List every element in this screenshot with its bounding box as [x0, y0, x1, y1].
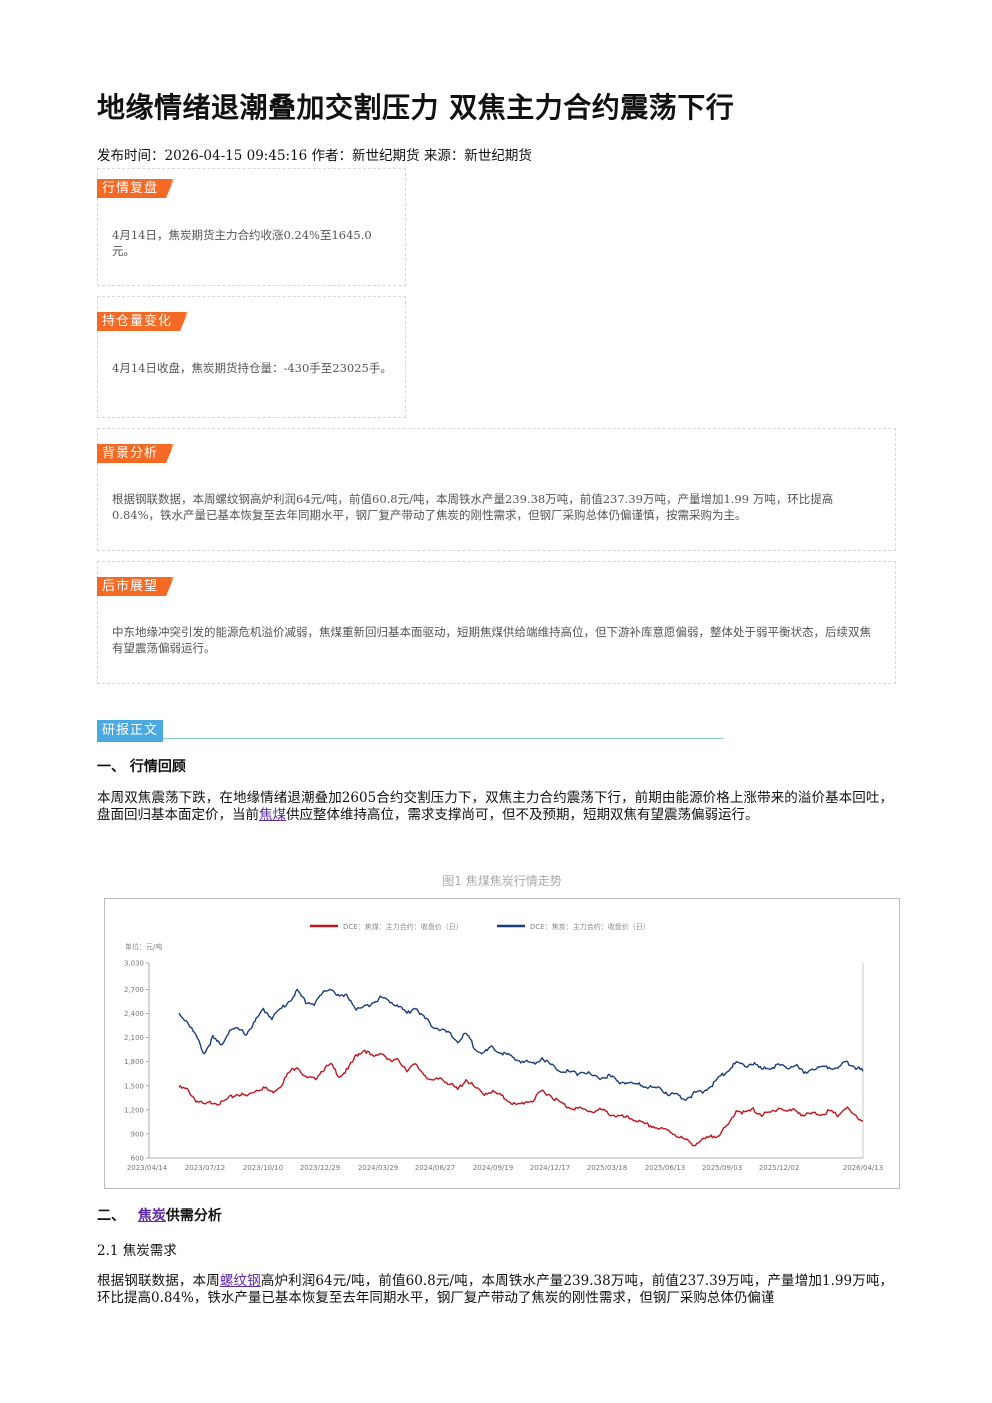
- position-change-tag: 持仓量变化: [97, 312, 188, 331]
- x-tick-label: 2024/09/19: [473, 1164, 513, 1172]
- chart-legend: DCE：焦煤：主力合约：收盘价（日） DCE：焦炭：主力合约：收盘价（日）: [310, 922, 650, 931]
- coking-coal-link[interactable]: 焦煤: [259, 807, 286, 823]
- market-review-text: 4月14日，焦炭期货主力合约收涨0.24%至1645.0元。: [112, 228, 372, 258]
- background-analysis-text: 根据钢联数据，本周螺纹钢高炉利润64元/吨，前值60.8元/吨，本周铁水产量23…: [112, 492, 834, 522]
- section-divider: [97, 738, 724, 739]
- paragraph-text: 根据钢联数据，本周: [97, 1273, 220, 1289]
- x-tick-label: 2025/09/03: [702, 1164, 742, 1172]
- y-tick-label: 2,700: [124, 986, 144, 994]
- y-tick-label: 900: [131, 1130, 144, 1138]
- background-analysis-tag: 背景分析: [97, 444, 174, 463]
- position-change-text: 4月14日收盘，焦炭期货持仓量：-430手至23025手。: [112, 361, 392, 375]
- x-tick-label: 2023/07/12: [185, 1164, 225, 1172]
- heading-suffix: 供需分析: [165, 1208, 222, 1224]
- coke-link[interactable]: 焦炭: [137, 1208, 166, 1224]
- rebar-link[interactable]: 螺纹钢: [219, 1273, 261, 1289]
- x-tick-label: 2025/03/18: [587, 1164, 627, 1172]
- article-meta: 发布时间：2026-04-15 09:45:16 作者：新世纪期货 来源：新世纪…: [97, 148, 532, 164]
- market-review-card: 行情复盘 4月14日，焦炭期货主力合约收涨0.24%至1645.0元。: [97, 168, 406, 286]
- y-tick-label: 3,030: [124, 960, 144, 968]
- article-title: 地缘情绪退潮叠加交割压力 双焦主力合约震荡下行: [97, 91, 735, 124]
- x-tick-label: 2025/12/02: [759, 1164, 799, 1172]
- price-trend-chart: DCE：焦煤：主力合约：收盘价（日） DCE：焦炭：主力合约：收盘价（日） 单位…: [104, 898, 900, 1189]
- series-line-coke: [178, 988, 864, 1102]
- background-analysis-card: 背景分析 根据钢联数据，本周螺纹钢高炉利润64元/吨，前值60.8元/吨，本周铁…: [97, 428, 896, 551]
- chart-unit-label: 单位：元/吨: [125, 942, 162, 951]
- heading-market-review: 一、 行情回顾: [97, 759, 186, 775]
- y-tick-label: 1,500: [124, 1082, 144, 1090]
- y-tick-label: 2,100: [124, 1034, 144, 1042]
- x-tick-label: 2026/04/13: [843, 1164, 883, 1172]
- paragraph-text: 高炉利润64元/吨，前值60.8元/吨，本周铁水产量239.38万吨，前值237…: [97, 1273, 894, 1306]
- price-trend-chart-svg: DCE：焦煤：主力合约：收盘价（日） DCE：焦炭：主力合约：收盘价（日） 单位…: [124, 922, 883, 1173]
- report-section-tag: 研报正文: [97, 720, 164, 742]
- y-tick-label: 2,400: [124, 1010, 144, 1018]
- x-tick-label: 2024/12/17: [530, 1164, 570, 1172]
- outlook-card: 后市展望 中东地缘冲突引发的能源危机溢价减弱，焦煤重新回归基本面驱动，短期焦煤供…: [97, 561, 896, 684]
- x-tick-label: 2023/12/29: [300, 1164, 340, 1172]
- paragraph-text: 供应整体维持高位，需求支撑尚可，但不及预期，短期双焦有望震荡偏弱运行。: [286, 807, 759, 823]
- x-tick-label: 2023/04/14: [127, 1164, 168, 1172]
- outlook-tag: 后市展望: [97, 577, 174, 596]
- market-review-tag: 行情复盘: [97, 179, 174, 198]
- chart-series: [178, 988, 864, 1147]
- paragraph-text: 本周双焦震荡下跌，在地缘情绪退潮叠加2605合约交割压力下，双焦主力合约震荡下行…: [97, 790, 893, 823]
- legend-label-coke: DCE：焦炭：主力合约：收盘价（日）: [530, 922, 650, 931]
- x-tick-label: 2023/10/10: [243, 1164, 283, 1172]
- outlook-text: 中东地缘冲突引发的能源危机溢价减弱，焦煤重新回归基本面驱动，短期焦煤供给端维持高…: [112, 625, 871, 655]
- paragraph-market-review: 本周双焦震荡下跌，在地缘情绪退潮叠加2605合约交割压力下，双焦主力合约震荡下行…: [97, 790, 893, 824]
- paragraph-coke-demand: 根据钢联数据，本周螺纹钢高炉利润64元/吨，前值60.8元/吨，本周铁水产量23…: [97, 1273, 893, 1307]
- y-tick-label: 1,800: [124, 1058, 144, 1066]
- subheading-coke-demand: 2.1 焦炭需求: [97, 1243, 177, 1259]
- x-tick-label: 2024/06/27: [415, 1164, 455, 1172]
- x-tick-label: 2025/06/13: [645, 1164, 685, 1172]
- heading-supply-demand: 二、 焦炭供需分析: [97, 1205, 222, 1225]
- figure-caption: 图1 焦煤焦炭行情走势: [442, 874, 562, 888]
- heading-prefix: 二、: [97, 1208, 125, 1224]
- y-tick-label: 600: [131, 1155, 144, 1163]
- position-change-card: 持仓量变化 4月14日收盘，焦炭期货持仓量：-430手至23025手。: [97, 296, 406, 418]
- legend-label-coking-coal: DCE：焦煤：主力合约：收盘价（日）: [343, 922, 463, 931]
- chart-axes: 600 900 1,200 1,500 1,800 2,100 2,400 2,700 3,03…: [124, 960, 883, 1173]
- y-tick-label: 1,200: [124, 1106, 144, 1114]
- series-line-coking-coal: [178, 1049, 864, 1147]
- x-tick-label: 2024/03/29: [358, 1164, 398, 1172]
